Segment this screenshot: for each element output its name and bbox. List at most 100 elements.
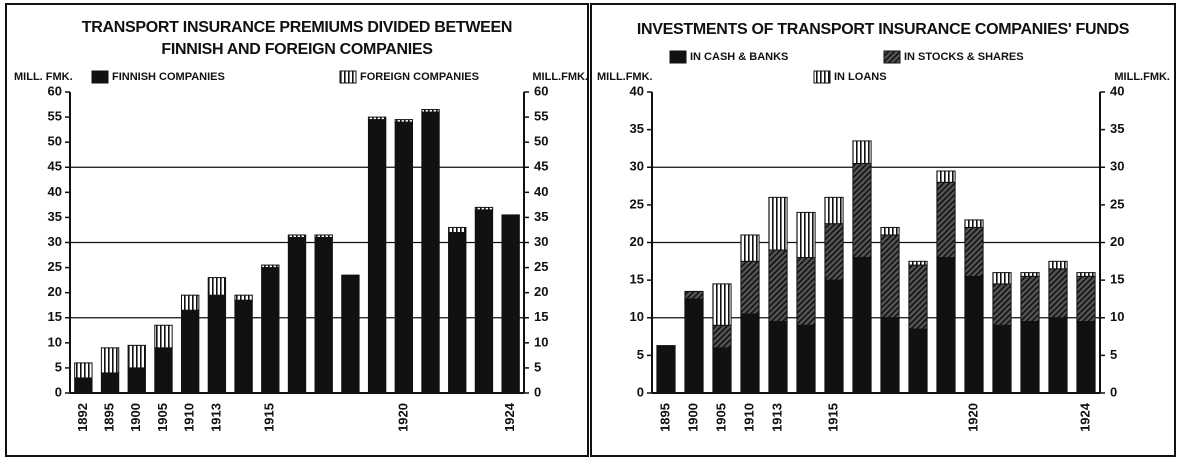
bar-segment xyxy=(796,257,816,326)
chart-title: INVESTMENTS OF TRANSPORT INSURANCE COMPA… xyxy=(637,21,1130,38)
y-tick-label-right: 35 xyxy=(1110,121,1124,136)
bar-segment xyxy=(234,299,253,394)
y-tick-label: 10 xyxy=(630,309,644,324)
bar-segment xyxy=(656,345,676,394)
bar-segment xyxy=(367,116,387,121)
bar-segment xyxy=(852,257,872,394)
y-tick-label-right: 40 xyxy=(1110,83,1124,98)
y-tick-label: 15 xyxy=(48,309,62,324)
bar-segment xyxy=(824,196,844,225)
y-tick-label-right: 45 xyxy=(534,159,548,174)
bar-segment xyxy=(908,264,928,330)
bar-segment xyxy=(908,260,928,266)
legend-swatch xyxy=(91,70,109,84)
bar-segment xyxy=(712,347,732,394)
panel-frame xyxy=(590,3,1176,457)
bar-segment xyxy=(501,214,520,394)
bar-segment xyxy=(314,236,333,394)
bar-segment xyxy=(100,347,120,374)
legend-label: FINNISH COMPANIES xyxy=(112,71,225,83)
bar-segment xyxy=(207,277,227,296)
y-tick-label: 25 xyxy=(48,259,62,274)
bar-segment xyxy=(824,223,844,281)
x-tick-label: 1900 xyxy=(685,403,700,432)
y-tick-label: 35 xyxy=(48,209,62,224)
bar-segment xyxy=(234,294,253,301)
legend-label: IN LOANS xyxy=(834,71,887,83)
bar-segment xyxy=(1020,321,1040,394)
legend-label: IN STOCKS & SHARES xyxy=(904,51,1024,63)
y-tick-label: 5 xyxy=(55,359,62,374)
bar-segment xyxy=(154,347,173,394)
bar-segment xyxy=(768,249,788,323)
y-axis-label-right: MILL.FMK. xyxy=(532,71,588,83)
y-tick-label: 45 xyxy=(48,159,62,174)
x-tick-label: 1924 xyxy=(502,402,517,432)
y-tick-label-right: 30 xyxy=(534,234,548,249)
x-tick-label: 1913 xyxy=(769,403,784,432)
bar-segment xyxy=(448,231,467,394)
bar-segment xyxy=(964,219,984,228)
bar-segment xyxy=(287,236,307,394)
y-tick-label-right: 55 xyxy=(534,109,548,124)
x-tick-label: 1920 xyxy=(395,403,410,432)
y-tick-label: 55 xyxy=(48,109,62,124)
bar-segment xyxy=(474,209,494,394)
y-tick-label-right: 15 xyxy=(534,309,548,324)
y-tick-label: 20 xyxy=(630,234,644,249)
bar-segment xyxy=(992,324,1012,394)
y-tick-label: 60 xyxy=(48,83,62,98)
legend-swatch xyxy=(813,70,831,84)
y-tick-label-right: 25 xyxy=(534,259,548,274)
bar-segment xyxy=(261,264,280,269)
bar-segment xyxy=(1020,272,1040,277)
bar-segment xyxy=(712,283,732,326)
y-tick-label: 0 xyxy=(637,384,644,399)
x-tick-label: 1910 xyxy=(741,403,756,432)
bar-segment xyxy=(394,121,414,394)
x-tick-label: 1913 xyxy=(208,403,223,432)
y-axis-label: MILL.FMK. xyxy=(597,71,653,83)
bar-segment xyxy=(936,170,956,183)
bar-segment xyxy=(880,226,900,236)
bar-segment xyxy=(852,140,872,164)
bar-segment xyxy=(880,234,900,319)
bar-segment xyxy=(992,272,1012,285)
bar-segment xyxy=(100,372,120,394)
x-tick-label: 1915 xyxy=(262,403,277,432)
bar-segment xyxy=(768,321,788,394)
y-tick-label-right: 10 xyxy=(1110,309,1124,324)
bar-segment xyxy=(992,283,1012,326)
bar-segment xyxy=(824,279,844,394)
x-tick-label: 1895 xyxy=(657,403,672,432)
y-tick-label: 20 xyxy=(48,284,62,299)
legend-swatch xyxy=(339,70,357,84)
bar-segment xyxy=(1048,317,1068,394)
y-tick-label-right: 60 xyxy=(534,83,548,98)
y-axis-label: MILL. FMK. xyxy=(14,71,73,83)
y-tick-label-right: 35 xyxy=(534,209,548,224)
bar-segment xyxy=(740,260,760,315)
bar-segment xyxy=(421,111,440,394)
bar-segment xyxy=(127,367,146,394)
x-tick-label: 1900 xyxy=(128,403,143,432)
bar-segment xyxy=(768,196,788,251)
y-tick-label-right: 20 xyxy=(1110,234,1124,249)
bar-segment xyxy=(740,234,760,262)
x-tick-label: 1892 xyxy=(75,403,90,432)
bar-segment xyxy=(1076,272,1096,277)
bar-segment xyxy=(1076,321,1096,394)
chart-title: FINNISH AND FOREIGN COMPANIES xyxy=(161,41,433,58)
chart-title: TRANSPORT INSURANCE PREMIUMS DIVIDED BET… xyxy=(82,19,512,36)
bar-segment xyxy=(448,226,467,233)
bar-segment xyxy=(180,294,200,311)
bar-segment xyxy=(341,274,360,394)
bar-segment xyxy=(74,362,93,379)
bar-segment xyxy=(180,309,200,394)
y-tick-label-right: 0 xyxy=(534,384,541,399)
y-tick-label: 0 xyxy=(55,384,62,399)
y-tick-label: 40 xyxy=(630,83,644,98)
bar-segment xyxy=(1048,260,1068,270)
